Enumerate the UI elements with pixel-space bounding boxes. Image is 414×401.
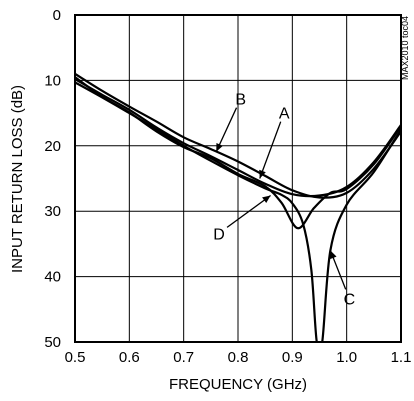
y-tick-label: 10 — [44, 72, 61, 89]
grid — [75, 15, 401, 342]
y-tick-label: 20 — [44, 138, 61, 155]
y-tick-label: 30 — [44, 203, 61, 220]
x-tick-label: 0.8 — [228, 349, 249, 366]
x-tick-label: 1.1 — [391, 349, 412, 366]
series-d-line — [75, 76, 401, 230]
curve-arrowhead-b — [216, 142, 223, 152]
curves — [75, 72, 401, 342]
curve-arrowhead-d — [262, 195, 271, 204]
y-tick-label: 50 — [44, 334, 61, 351]
curve-leader-a — [259, 121, 282, 179]
series-b-line — [75, 72, 401, 199]
x-axis-label: FREQUENCY (GHz) — [169, 376, 307, 393]
plot-frame — [74, 14, 402, 343]
x-tick-label: 0.5 — [65, 349, 86, 366]
curve-label-d: D — [213, 226, 225, 243]
curve-leader-d — [226, 194, 271, 228]
curve-leader-b — [215, 107, 238, 152]
part-id-label: MAX2010 toc04 — [400, 16, 410, 80]
y-axis-label: INPUT RETURN LOSS (dB) — [9, 85, 26, 273]
x-tick-label: 0.9 — [282, 349, 303, 366]
curve-annotations: A B C D — [213, 92, 355, 309]
x-tick-label: 1.0 — [336, 349, 357, 366]
series-c-line — [75, 81, 401, 342]
series-a-line — [75, 77, 401, 198]
y-tick-label: 0 — [53, 7, 61, 24]
curve-arrowhead-a — [259, 169, 266, 179]
curve-label-a: A — [279, 105, 290, 122]
curve-arrowhead-c — [330, 250, 337, 260]
curve-label-b: B — [235, 92, 246, 109]
tick-labels: 0.5 0.6 0.7 0.8 0.9 1.0 1.1 0 10 20 30 40 50 — [44, 7, 411, 366]
x-tick-label: 0.6 — [119, 349, 140, 366]
x-tick-label: 0.7 — [173, 349, 194, 366]
y-tick-label: 40 — [44, 269, 61, 286]
curve-label-c: C — [344, 292, 356, 309]
